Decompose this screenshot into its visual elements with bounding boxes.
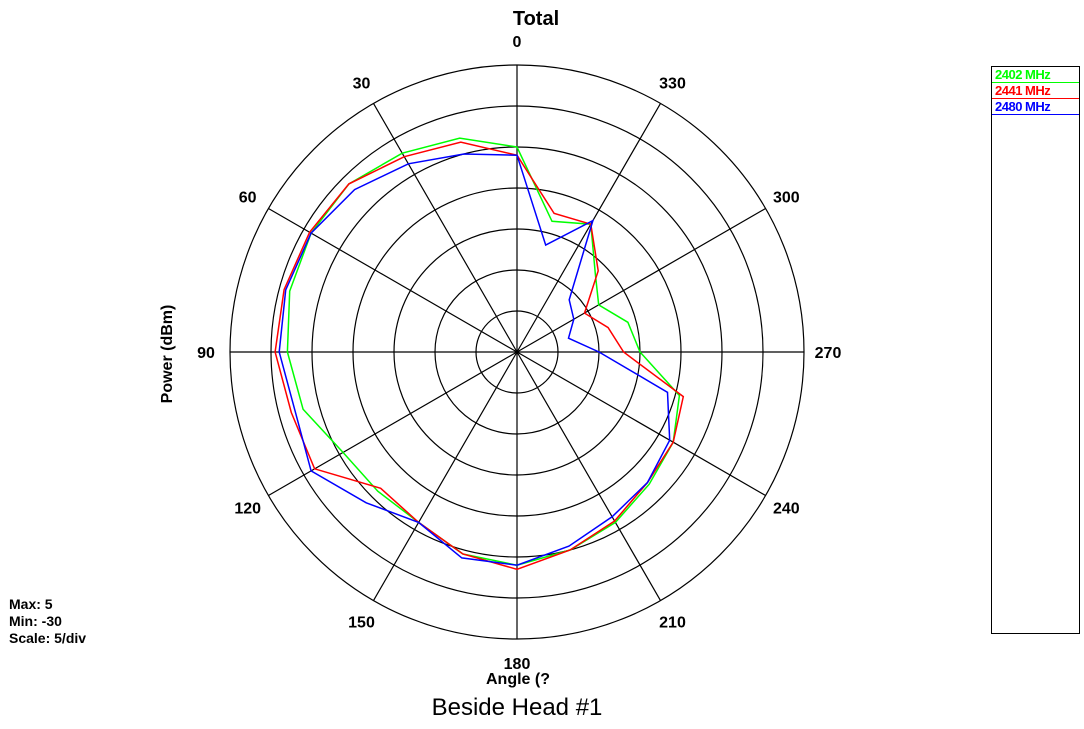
angle-labels: 0 30 60 90 120 150 180 210 240 270 300 330 <box>197 34 841 673</box>
legend-item: 2402 MHz <box>992 67 1079 83</box>
chart-title: Total <box>513 8 559 30</box>
legend-item: 2441 MHz <box>992 83 1079 99</box>
grid-spoke <box>516 351 766 497</box>
polar-grid <box>229 64 805 640</box>
grid-spoke <box>372 351 518 601</box>
x-axis-label: Angle (? <box>486 671 550 688</box>
angle-tick-label: 120 <box>234 501 261 518</box>
chart-caption: Beside Head #1 <box>431 694 603 721</box>
legend-item: 2480 MHz <box>992 99 1079 115</box>
grid-spoke <box>516 351 662 601</box>
y-axis-label: Power (dBm) <box>159 305 176 404</box>
series-group <box>274 137 685 571</box>
angle-tick-label: 330 <box>659 76 686 93</box>
max-value: Max: 5 <box>9 596 53 612</box>
angle-tick-label: 30 <box>353 76 371 93</box>
angle-tick-label: 240 <box>773 501 800 518</box>
angle-tick-label: 0 <box>513 34 522 51</box>
angle-tick-label: 60 <box>239 190 257 207</box>
grid-spoke <box>372 103 518 353</box>
angle-tick-label: 300 <box>773 190 800 207</box>
series-line <box>278 153 671 566</box>
angle-tick-label: 90 <box>197 345 215 362</box>
angle-tick-label: 270 <box>815 345 842 362</box>
angle-tick-label: 180 <box>504 656 531 673</box>
min-value: Min: -30 <box>9 613 62 629</box>
angle-tick-label: 150 <box>348 614 375 631</box>
grid-spoke <box>268 351 518 497</box>
grid-spoke <box>516 207 766 353</box>
grid-spoke <box>516 103 662 353</box>
series-line <box>274 141 685 571</box>
scale-info: Max: 5 Min: -30 Scale: 5/div <box>9 596 86 647</box>
angle-tick-label: 210 <box>659 614 686 631</box>
grid-spoke <box>268 207 518 353</box>
legend: 2402 MHz 2441 MHz 2480 MHz <box>991 66 1080 634</box>
scale-value: Scale: 5/div <box>9 630 87 646</box>
